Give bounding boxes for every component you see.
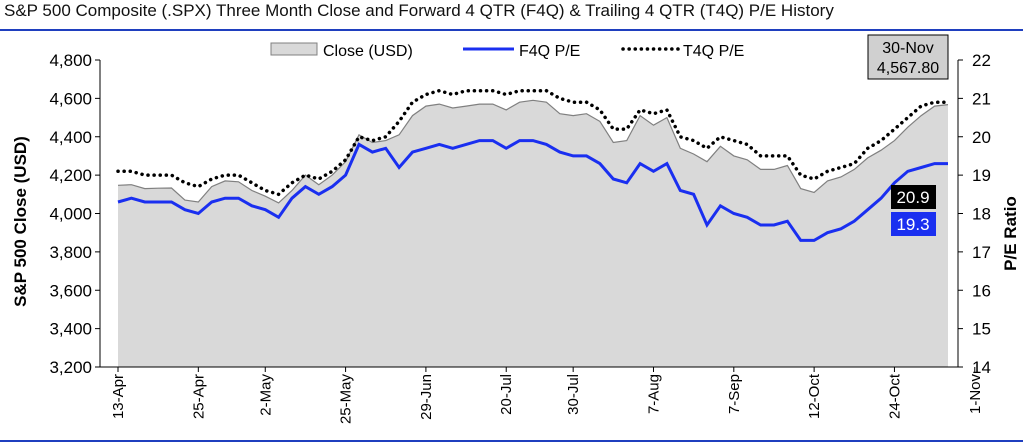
left-axis-label: S&P 500 Close (USD)	[11, 136, 30, 307]
left-tick-label: 4,600	[49, 89, 92, 108]
left-tick-label: 3,200	[49, 358, 92, 377]
x-tick-label: 1-Nov	[967, 374, 984, 415]
x-tick-label: 20-Jul	[498, 374, 515, 415]
left-tick-label: 4,800	[49, 51, 92, 70]
left-axis-ticks: 3,200 3,400 3,600 3,800 4,000 4,200 4,400 4,600…	[49, 51, 100, 377]
x-tick-label: 12-Oct	[806, 373, 823, 419]
right-tick-label: 22	[972, 51, 991, 70]
x-tick-label: 7-Sep	[726, 374, 743, 414]
x-tick-label: 25-Apr	[190, 374, 207, 419]
right-tick-label: 17	[972, 243, 991, 262]
close-line	[117, 99, 949, 204]
plot-area	[117, 99, 949, 368]
right-tick-label: 18	[972, 205, 991, 224]
f4q-line	[117, 139, 948, 242]
chart-title: S&P 500 Composite (.SPX) Three Month Clo…	[4, 1, 834, 20]
right-tick-label: 15	[972, 320, 991, 339]
legend-label-close: Close (USD)	[323, 43, 413, 60]
latest-close-box	[867, 34, 949, 80]
callouts: 30-Nov 4,567.80 20.9 19.3	[867, 34, 949, 236]
x-tick-label: 24-Oct	[886, 373, 903, 419]
latest-close-value: 4,567.80	[877, 60, 939, 77]
left-tick-label: 3,800	[49, 243, 92, 262]
f4q-callout-box	[891, 212, 936, 236]
left-tick-label: 4,200	[49, 166, 92, 185]
right-axis-label: P/E Ratio	[1001, 196, 1020, 271]
x-tick-label: 7-Aug	[645, 374, 662, 414]
legend: Close (USD) F4Q P/E T4Q P/E	[270, 42, 744, 60]
latest-close-date: 30-Nov	[882, 40, 934, 57]
right-tick-label: 16	[972, 281, 991, 300]
close-area	[118, 100, 948, 368]
left-tick-label: 3,400	[49, 320, 92, 339]
legend-label-t4q: T4Q P/E	[683, 43, 744, 60]
right-tick-label: 19	[972, 166, 991, 185]
x-tick-label: 29-Jun	[418, 374, 435, 420]
legend-label-f4q: F4Q P/E	[519, 43, 580, 60]
x-tick-label: 13-Apr	[110, 374, 127, 419]
t4q-line	[116, 88, 950, 197]
series-lines	[116, 88, 950, 242]
right-tick-label: 20	[972, 128, 991, 147]
right-tick-label: 14	[972, 358, 991, 377]
x-tick-label: 2-May	[257, 374, 274, 416]
t4q-callout-value: 20.9	[896, 188, 929, 207]
title-rule	[0, 29, 1023, 31]
right-tick-label: 21	[972, 89, 991, 108]
left-tick-label: 4,400	[49, 128, 92, 147]
x-tick-label: 30-Jul	[565, 374, 582, 415]
left-tick-label: 4,000	[49, 205, 92, 224]
x-tick-label: 25-May	[338, 374, 355, 425]
bottom-rule	[0, 440, 1023, 442]
x-axis-ticks: 13-Apr 25-Apr 2-May 25-May 29-Jun 20-Jul 30-Ju…	[110, 367, 984, 425]
f4q-callout-value: 19.3	[896, 215, 929, 234]
right-axis-ticks: 14 15 16 17 18 19 20 21 22	[958, 51, 991, 377]
left-tick-label: 3,600	[49, 281, 92, 300]
t4q-callout-box	[891, 185, 936, 209]
legend-swatch-close	[270, 42, 318, 56]
